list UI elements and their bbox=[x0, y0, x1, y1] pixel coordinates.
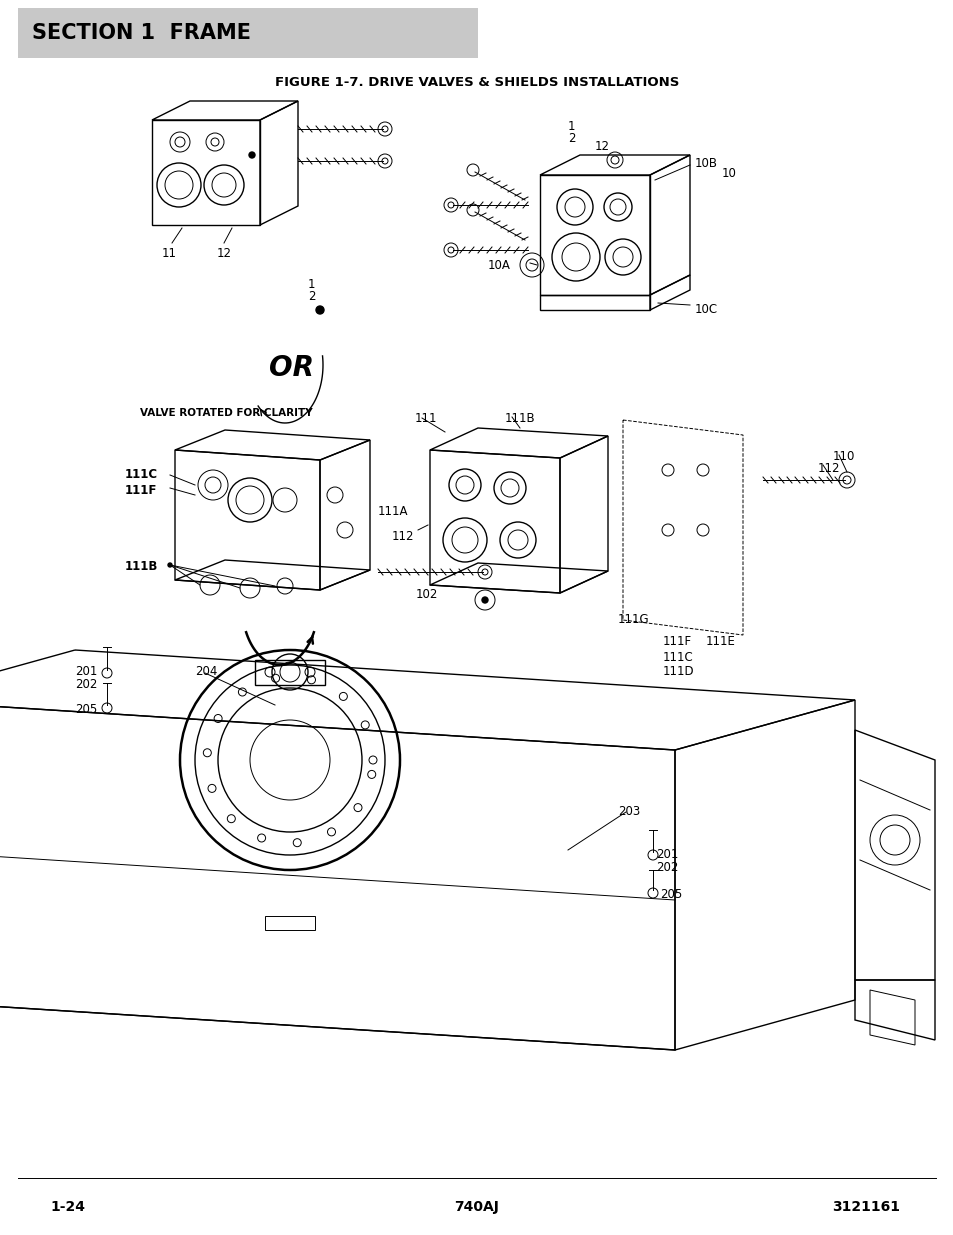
Text: 111C: 111C bbox=[662, 651, 693, 664]
Text: 201: 201 bbox=[75, 664, 97, 678]
Circle shape bbox=[481, 597, 488, 603]
Text: 1: 1 bbox=[567, 120, 575, 133]
Text: 202: 202 bbox=[75, 678, 97, 692]
Text: OR: OR bbox=[269, 354, 314, 382]
Text: 201: 201 bbox=[656, 848, 678, 861]
Text: 111C: 111C bbox=[125, 468, 158, 480]
Text: 1: 1 bbox=[308, 278, 315, 291]
Text: 111B: 111B bbox=[504, 412, 535, 425]
Circle shape bbox=[168, 563, 172, 567]
Text: 10: 10 bbox=[721, 167, 736, 180]
Text: 12: 12 bbox=[216, 247, 232, 261]
Text: FIGURE 1-7. DRIVE VALVES & SHIELDS INSTALLATIONS: FIGURE 1-7. DRIVE VALVES & SHIELDS INSTA… bbox=[274, 77, 679, 89]
Text: 11: 11 bbox=[162, 247, 177, 261]
Text: 205: 205 bbox=[75, 703, 97, 716]
Text: 1-24: 1-24 bbox=[50, 1200, 85, 1214]
Circle shape bbox=[315, 306, 324, 314]
Text: VALVE ROTATED FOR CLARITY: VALVE ROTATED FOR CLARITY bbox=[140, 408, 313, 417]
Bar bbox=[265, 916, 314, 930]
Text: 204: 204 bbox=[194, 664, 217, 678]
Text: 111F: 111F bbox=[662, 635, 691, 648]
Text: 12: 12 bbox=[595, 140, 609, 153]
Text: 203: 203 bbox=[618, 805, 639, 818]
Text: 10C: 10C bbox=[695, 303, 718, 316]
Text: 202: 202 bbox=[656, 861, 678, 874]
Text: 111A: 111A bbox=[377, 505, 408, 517]
Text: 102: 102 bbox=[416, 588, 438, 601]
Text: 112: 112 bbox=[817, 462, 840, 475]
Text: 740AJ: 740AJ bbox=[454, 1200, 499, 1214]
Text: 111B: 111B bbox=[125, 559, 158, 573]
Text: 111E: 111E bbox=[705, 635, 735, 648]
Text: 2: 2 bbox=[567, 132, 575, 144]
Text: SECTION 1  FRAME: SECTION 1 FRAME bbox=[32, 23, 251, 43]
Text: 111: 111 bbox=[415, 412, 437, 425]
Text: 110: 110 bbox=[832, 450, 855, 463]
Text: 3121161: 3121161 bbox=[831, 1200, 899, 1214]
Text: 2: 2 bbox=[308, 290, 315, 303]
Text: 112: 112 bbox=[392, 530, 414, 543]
Text: 111G: 111G bbox=[618, 613, 649, 626]
Text: 111F: 111F bbox=[125, 484, 157, 496]
Bar bbox=[18, 7, 477, 58]
Text: 111D: 111D bbox=[662, 664, 694, 678]
Text: 10B: 10B bbox=[695, 157, 718, 170]
Text: 10A: 10A bbox=[488, 259, 511, 272]
Circle shape bbox=[249, 152, 254, 158]
Text: 205: 205 bbox=[659, 888, 681, 902]
